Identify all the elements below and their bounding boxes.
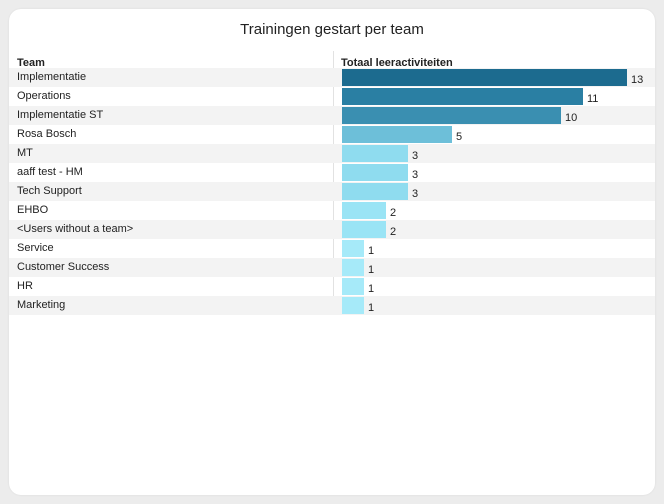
team-label[interactable]: aaff test - HM [17, 166, 83, 178]
bar[interactable] [342, 240, 364, 257]
column-header-total[interactable]: Totaal leeractiviteiten [341, 57, 453, 69]
table-row[interactable]: Implementatie ST 10 [9, 106, 655, 125]
team-cell: Rosa Bosch [9, 125, 333, 144]
bar[interactable] [342, 202, 386, 219]
bar-value-label: 3 [412, 169, 419, 181]
bar[interactable] [342, 297, 364, 314]
team-label[interactable]: Implementatie ST [17, 109, 104, 121]
team-cell: HR [9, 277, 333, 296]
table-body: Implementatie 13 Operations 11 Implementatie… [9, 68, 655, 315]
team-cell: EHBO [9, 201, 333, 220]
bar[interactable] [342, 145, 408, 162]
bar-value-label: 1 [368, 302, 375, 314]
bar[interactable] [342, 259, 364, 276]
bar-value-label: 2 [390, 226, 397, 238]
team-label[interactable]: Marketing [17, 299, 66, 311]
table-row[interactable]: Rosa Bosch 5 [9, 125, 655, 144]
team-label[interactable]: HR [17, 280, 33, 292]
team-cell: <Users without a team> [9, 220, 333, 239]
team-label[interactable]: Implementatie [17, 71, 87, 83]
table-row[interactable]: Implementatie 13 [9, 68, 655, 87]
bar[interactable] [342, 107, 561, 124]
bar[interactable] [342, 69, 627, 86]
bar[interactable] [342, 183, 408, 200]
bar-value-label: 13 [631, 74, 644, 86]
table-row[interactable]: MT 3 [9, 144, 655, 163]
table-row[interactable]: aaff test - HM 3 [9, 163, 655, 182]
team-label[interactable]: Tech Support [17, 185, 82, 197]
bar[interactable] [342, 88, 583, 105]
table-row[interactable]: Operations 11 [9, 87, 655, 106]
column-header-team[interactable]: Team [17, 57, 45, 69]
table-row[interactable]: Customer Success 1 [9, 258, 655, 277]
table-row[interactable]: EHBO 2 [9, 201, 655, 220]
table-row[interactable]: <Users without a team> 2 [9, 220, 655, 239]
team-cell: MT [9, 144, 333, 163]
bar-value-label: 1 [368, 283, 375, 295]
team-cell: Marketing [9, 296, 333, 315]
bar-value-label: 1 [368, 264, 375, 276]
bar[interactable] [342, 221, 386, 238]
table-row[interactable]: Tech Support 3 [9, 182, 655, 201]
team-cell: Implementatie [9, 68, 333, 87]
team-label[interactable]: Rosa Bosch [17, 128, 77, 140]
team-label[interactable]: EHBO [17, 204, 49, 216]
team-label[interactable]: Customer Success [17, 261, 110, 273]
team-cell: aaff test - HM [9, 163, 333, 182]
bar-value-label: 3 [412, 150, 419, 162]
report-title: Trainingen gestart per team [240, 21, 424, 38]
bar[interactable] [342, 126, 452, 143]
team-cell: Tech Support [9, 182, 333, 201]
bar-value-label: 2 [390, 207, 397, 219]
team-label[interactable]: MT [17, 147, 33, 159]
team-cell: Customer Success [9, 258, 333, 277]
team-cell: Service [9, 239, 333, 258]
bar-value-label: 5 [456, 131, 463, 143]
bar[interactable] [342, 278, 364, 295]
table-row[interactable]: Marketing 1 [9, 296, 655, 315]
team-label[interactable]: Operations [17, 90, 71, 102]
team-label[interactable]: Service [17, 242, 54, 254]
bar-value-label: 10 [565, 112, 578, 124]
table-row[interactable]: Service 1 [9, 239, 655, 258]
bar-value-label: 3 [412, 188, 419, 200]
bar-value-label: 11 [587, 93, 599, 105]
team-cell: Operations [9, 87, 333, 106]
table-row[interactable]: HR 1 [9, 277, 655, 296]
report-card: Trainingen gestart per team Team Totaal … [9, 9, 655, 495]
team-cell: Implementatie ST [9, 106, 333, 125]
bar[interactable] [342, 164, 408, 181]
bar-value-label: 1 [368, 245, 375, 257]
team-label[interactable]: <Users without a team> [17, 223, 134, 235]
